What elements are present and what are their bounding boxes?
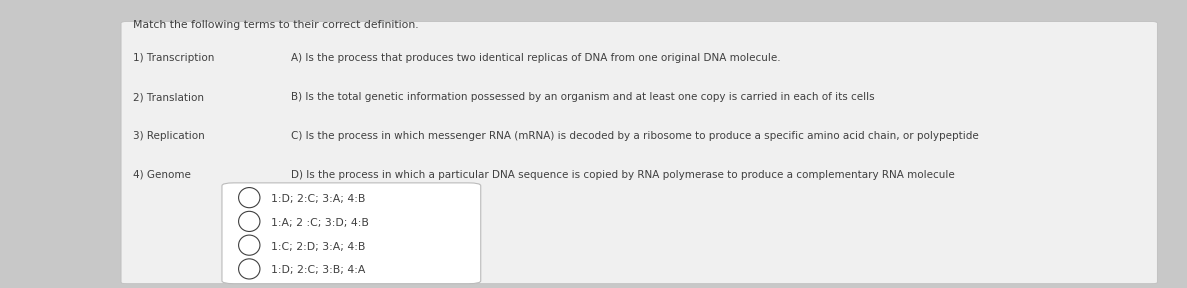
Text: 3) Replication: 3) Replication bbox=[133, 131, 204, 141]
Text: 4) Genome: 4) Genome bbox=[133, 170, 191, 180]
Text: D) Is the process in which a particular DNA sequence is copied by RNA polymerase: D) Is the process in which a particular … bbox=[291, 170, 954, 180]
Text: 2) Translation: 2) Translation bbox=[133, 92, 204, 102]
Ellipse shape bbox=[239, 235, 260, 255]
Text: Match the following terms to their correct definition.: Match the following terms to their corre… bbox=[133, 20, 419, 30]
Text: 1:A; 2 :C; 3:D; 4:B: 1:A; 2 :C; 3:D; 4:B bbox=[271, 218, 368, 228]
Text: 1:D; 2:C; 3:B; 4:A: 1:D; 2:C; 3:B; 4:A bbox=[271, 266, 366, 275]
Ellipse shape bbox=[239, 187, 260, 208]
Text: 1:C; 2:D; 3:A; 4:B: 1:C; 2:D; 3:A; 4:B bbox=[271, 242, 366, 252]
FancyBboxPatch shape bbox=[121, 22, 1157, 284]
Text: B) Is the total genetic information possessed by an organism and at least one co: B) Is the total genetic information poss… bbox=[291, 92, 875, 102]
Text: 1) Transcription: 1) Transcription bbox=[133, 53, 215, 63]
Text: A) Is the process that produces two identical replicas of DNA from one original : A) Is the process that produces two iden… bbox=[291, 53, 780, 63]
FancyBboxPatch shape bbox=[222, 183, 481, 284]
Text: 1:D; 2:C; 3:A; 4:B: 1:D; 2:C; 3:A; 4:B bbox=[271, 194, 366, 204]
Ellipse shape bbox=[239, 259, 260, 279]
Text: C) Is the process in which messenger RNA (mRNA) is decoded by a ribosome to prod: C) Is the process in which messenger RNA… bbox=[291, 131, 978, 141]
Ellipse shape bbox=[239, 211, 260, 232]
